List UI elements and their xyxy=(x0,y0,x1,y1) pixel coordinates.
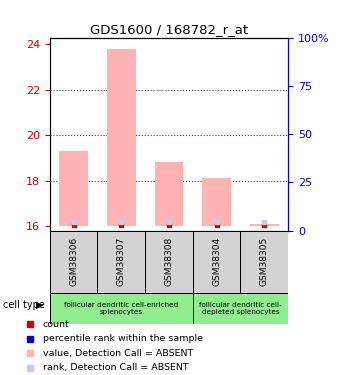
Text: count: count xyxy=(43,320,69,328)
Bar xyxy=(107,49,135,226)
Bar xyxy=(202,178,231,226)
Bar xyxy=(193,292,288,324)
Bar xyxy=(250,224,279,226)
Text: GSM38307: GSM38307 xyxy=(117,237,126,286)
Text: GSM38308: GSM38308 xyxy=(164,237,174,286)
Bar xyxy=(240,231,288,292)
Bar xyxy=(50,231,97,292)
Bar xyxy=(145,231,193,292)
Bar xyxy=(50,292,193,324)
Text: GSM38305: GSM38305 xyxy=(260,237,269,286)
Text: rank, Detection Call = ABSENT: rank, Detection Call = ABSENT xyxy=(43,363,188,372)
Bar xyxy=(97,231,145,292)
Text: GSM38304: GSM38304 xyxy=(212,237,221,286)
Text: percentile rank within the sample: percentile rank within the sample xyxy=(43,334,203,343)
Text: follicular dendritic cell-enriched
splenocytes: follicular dendritic cell-enriched splen… xyxy=(64,302,178,315)
Text: cell type: cell type xyxy=(3,300,45,310)
Bar xyxy=(155,162,183,226)
Text: value, Detection Call = ABSENT: value, Detection Call = ABSENT xyxy=(43,349,193,358)
Text: follicular dendritic cell-
depleted splenocytes: follicular dendritic cell- depleted sple… xyxy=(199,302,282,315)
Text: ▶: ▶ xyxy=(36,300,44,310)
Text: GSM38306: GSM38306 xyxy=(69,237,78,286)
Title: GDS1600 / 168782_r_at: GDS1600 / 168782_r_at xyxy=(90,23,248,36)
Bar xyxy=(59,151,88,226)
Bar xyxy=(193,231,240,292)
